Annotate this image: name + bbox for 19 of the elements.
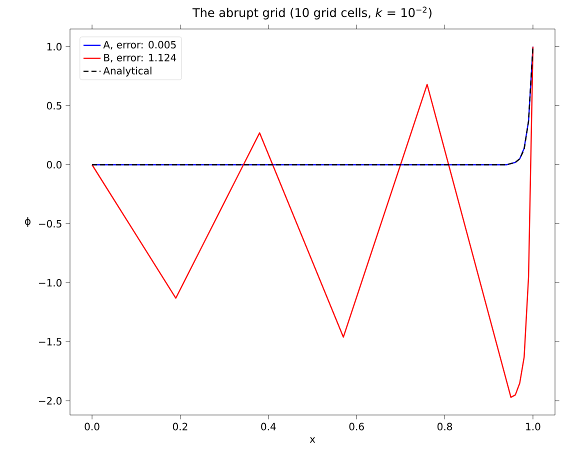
x-tick-label: 0.4 (261, 422, 276, 430)
y-tick-label: −1.5 (38, 338, 62, 346)
y-tick-label: −1.0 (38, 278, 62, 287)
y-tick-label: −2.0 (38, 397, 62, 405)
x-tick-label: 0.2 (172, 422, 188, 430)
x-tick-label: 0.6 (349, 422, 364, 430)
x-tick-label: 0.0 (84, 422, 100, 430)
x-axis-title: x (310, 437, 316, 443)
legend-label: B, error: 1.124 (104, 54, 176, 62)
legend-label: A, error: 0.005 (103, 40, 176, 50)
y-tick-label: 0.5 (46, 102, 62, 110)
x-tick-label: 1.0 (526, 422, 540, 430)
legend-label: Analytical (103, 66, 152, 76)
y-tick-label: 0.0 (46, 160, 62, 169)
x-tick-label: 0.8 (437, 422, 452, 430)
chart-title: The abrupt grid (10 grid cells, k = 10$^{−2}$) (192, 6, 432, 20)
y-tick-label: 1.0 (47, 42, 62, 50)
y-axis-title: ϕ (25, 217, 30, 227)
y-tick-label: −0.5 (38, 220, 62, 228)
